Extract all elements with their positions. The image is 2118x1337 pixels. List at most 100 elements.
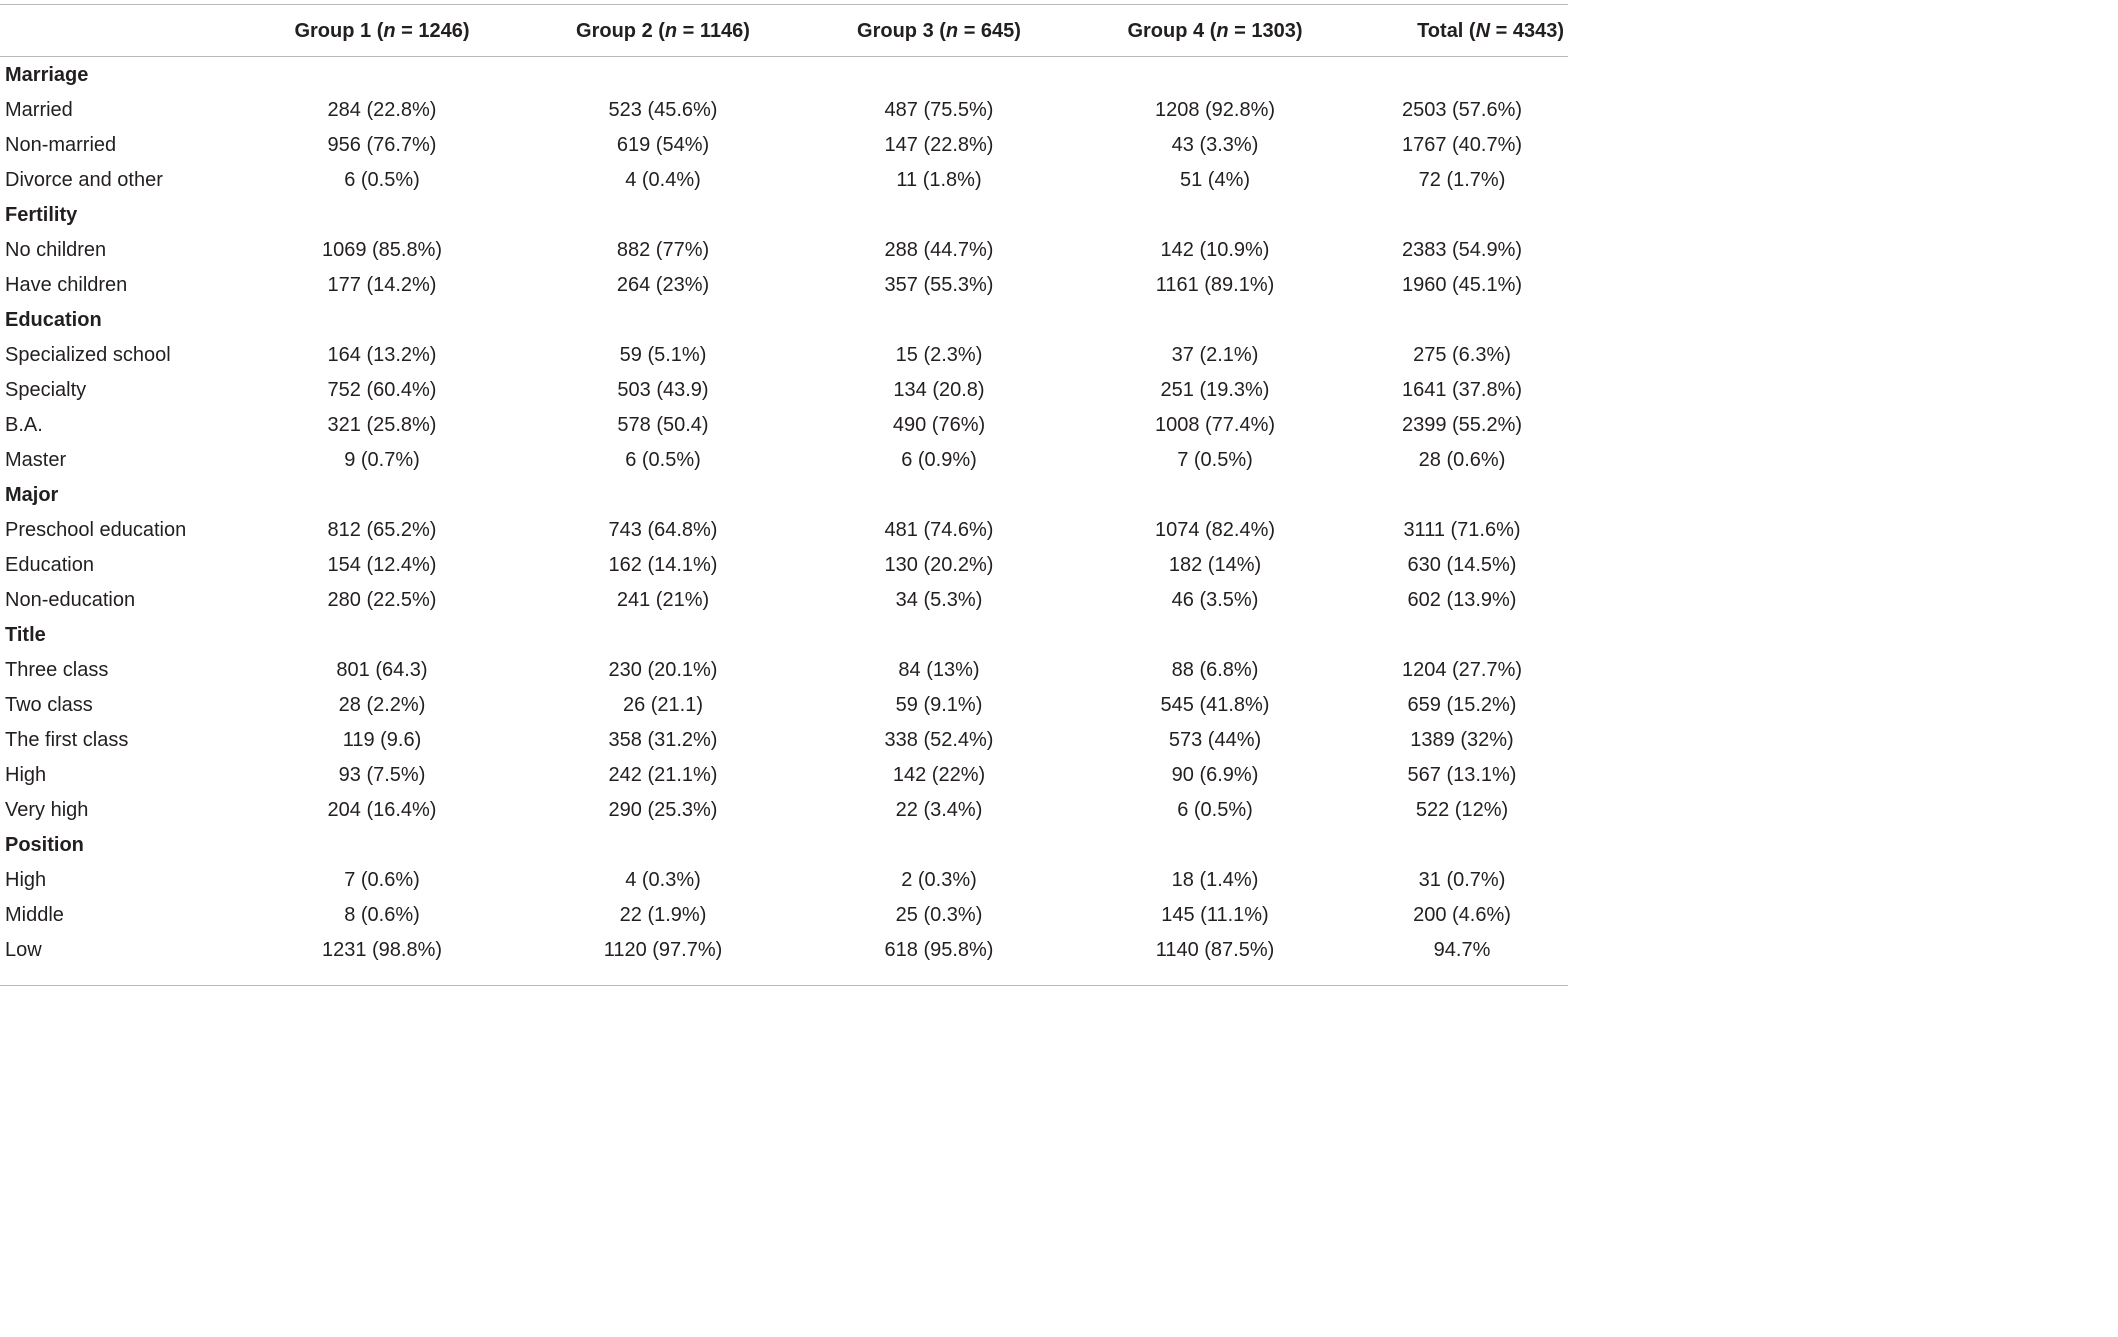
cell-group-1: 280 (22.5%) <box>327 589 437 611</box>
cell-total: 31 (0.7%) <box>1418 869 1506 891</box>
column-header-group-1: Group 1 (n = 1246) <box>294 19 470 42</box>
row-label: High <box>5 869 47 891</box>
cell-group-2: 4 (0.4%) <box>625 169 701 191</box>
cell-group-3: 618 (95.8%) <box>884 939 994 961</box>
row-label: Preschool education <box>5 519 187 541</box>
cell-group-1: 7 (0.6%) <box>344 869 420 891</box>
cell-group-2: 22 (1.9%) <box>619 904 707 926</box>
column-header-group-2: Group 2 (n = 1146) <box>576 19 750 42</box>
cell-total: 567 (13.1%) <box>1407 764 1517 786</box>
cell-group-4: 88 (6.8%) <box>1171 659 1259 681</box>
cell-group-3: 481 (74.6%) <box>884 519 994 541</box>
cell-group-3: 59 (9.1%) <box>895 694 983 716</box>
cell-group-3: 487 (75.5%) <box>884 99 994 121</box>
cell-group-2: 358 (31.2%) <box>608 729 718 751</box>
column-header-total: Total (N = 4343) <box>1417 19 1564 42</box>
cell-group-3: 25 (0.3%) <box>895 904 983 926</box>
cell-group-1: 6 (0.5%) <box>344 169 420 191</box>
row-label: The first class <box>5 729 129 751</box>
section-header-row: Education <box>0 303 1568 338</box>
table-body: Marriage Married 284 (22.8%) 523 (45.6%) 487… <box>0 58 1568 968</box>
cell-group-2: 503 (43.9) <box>617 379 709 401</box>
table-row: Have children 177 (14.2%) 264 (23%) 357 (55… <box>0 268 1568 303</box>
cell-total: 2399 (55.2%) <box>1401 414 1523 436</box>
cell-group-4: 90 (6.9%) <box>1171 764 1259 786</box>
cell-total: 1389 (32%) <box>1410 729 1514 751</box>
row-label: Three class <box>5 659 109 681</box>
cell-group-1: 284 (22.8%) <box>327 99 437 121</box>
cell-group-2: 882 (77%) <box>616 239 710 261</box>
cell-group-4: 1008 (77.4%) <box>1154 414 1276 436</box>
column-header-variable <box>0 12 242 50</box>
cell-total: 28 (0.6%) <box>1418 449 1506 471</box>
cell-group-4: 37 (2.1%) <box>1171 344 1259 366</box>
section-title: Major <box>5 484 59 506</box>
cell-group-3: 15 (2.3%) <box>895 344 983 366</box>
table-row: No children 1069 (85.8%) 882 (77%) 288 (44.… <box>0 233 1568 268</box>
table-row: Education 154 (12.4%) 162 (14.1%) 130 (20.2… <box>0 548 1568 583</box>
row-label: Non-married <box>5 134 117 156</box>
cell-group-2: 26 (21.1) <box>622 694 704 716</box>
cell-group-4: 1140 (87.5%) <box>1155 939 1275 961</box>
cell-total: 72 (1.7%) <box>1418 169 1506 191</box>
table-top-rule <box>0 4 1568 5</box>
row-label: Specialized school <box>5 344 171 366</box>
cell-total: 94.7% <box>1433 939 1491 961</box>
cell-group-2: 162 (14.1%) <box>608 554 718 576</box>
cell-group-3: 2 (0.3%) <box>901 869 977 891</box>
table-row: The first class 119 (9.6) 358 (31.2%) 338 (… <box>0 723 1568 758</box>
cell-total: 1204 (27.7%) <box>1401 659 1523 681</box>
cell-group-4: 251 (19.3%) <box>1160 379 1270 401</box>
table-row: Low 1231 (98.8%) 1120 (97.7%) 618 (95.8%) 11… <box>0 933 1568 968</box>
row-label: Middle <box>5 904 64 926</box>
cell-group-1: 956 (76.7%) <box>327 134 437 156</box>
cell-group-1: 164 (13.2%) <box>327 344 437 366</box>
cell-group-4: 46 (3.5%) <box>1171 589 1259 611</box>
section-title: Position <box>5 834 84 856</box>
cell-group-4: 7 (0.5%) <box>1177 449 1253 471</box>
table-row: Specialty 752 (60.4%) 503 (43.9) 134 (20.8)… <box>0 373 1568 408</box>
section-title: Fertility <box>5 204 78 226</box>
cell-group-1: 1231 (98.8%) <box>321 939 443 961</box>
cell-group-3: 134 (20.8) <box>893 379 985 401</box>
row-label: Education <box>5 554 94 576</box>
cell-group-1: 812 (65.2%) <box>327 519 437 541</box>
row-label: Divorce and other <box>5 169 163 191</box>
section-header-row: Major <box>0 478 1568 513</box>
table-row: Master 9 (0.7%) 6 (0.5%) 6 (0.9%) 7 (0.5%) 28… <box>0 443 1568 478</box>
cell-total: 522 (12%) <box>1415 799 1509 821</box>
cell-group-2: 241 (21%) <box>616 589 710 611</box>
cell-group-3: 22 (3.4%) <box>895 799 983 821</box>
cell-total: 602 (13.9%) <box>1407 589 1517 611</box>
cell-total: 1960 (45.1%) <box>1401 274 1523 296</box>
section-header-row: Position <box>0 828 1568 863</box>
cell-total: 2503 (57.6%) <box>1401 99 1523 121</box>
cell-group-3: 34 (5.3%) <box>895 589 983 611</box>
cell-group-2: 578 (50.4) <box>617 414 709 436</box>
cell-group-3: 490 (76%) <box>892 414 986 436</box>
cell-group-3: 357 (55.3%) <box>884 274 994 296</box>
cell-group-3: 142 (22%) <box>892 764 986 786</box>
table-row: Non-married 956 (76.7%) 619 (54%) 147 (22.8… <box>0 128 1568 163</box>
section-header-row: Marriage <box>0 58 1568 93</box>
cell-group-1: 321 (25.8%) <box>327 414 437 436</box>
table-header-row: Group 1 (n = 1246) Group 2 (n = 1146) Gr… <box>0 12 1568 50</box>
cell-total: 1767 (40.7%) <box>1401 134 1523 156</box>
column-header-group-4: Group 4 (n = 1303) <box>1127 19 1303 42</box>
row-label: Two class <box>5 694 93 716</box>
demographics-table: Group 1 (n = 1246) Group 2 (n = 1146) Gr… <box>0 12 1568 968</box>
cell-group-1: 28 (2.2%) <box>338 694 426 716</box>
cell-group-4: 1161 (89.1%) <box>1155 274 1275 296</box>
cell-group-4: 6 (0.5%) <box>1177 799 1253 821</box>
row-label: Very high <box>5 799 89 821</box>
table-row: Very high 204 (16.4%) 290 (25.3%) 22 (3.4%)… <box>0 793 1568 828</box>
table-row: Non-education 280 (22.5%) 241 (21%) 34 (5.3… <box>0 583 1568 618</box>
cell-group-2: 264 (23%) <box>616 274 710 296</box>
cell-group-1: 154 (12.4%) <box>327 554 437 576</box>
row-label: No children <box>5 239 107 261</box>
cell-group-1: 204 (16.4%) <box>327 799 437 821</box>
table-row: Two class 28 (2.2%) 26 (21.1) 59 (9.1%) 545 … <box>0 688 1568 723</box>
cell-group-2: 59 (5.1%) <box>619 344 707 366</box>
cell-group-1: 9 (0.7%) <box>344 449 420 471</box>
cell-group-2: 290 (25.3%) <box>608 799 718 821</box>
